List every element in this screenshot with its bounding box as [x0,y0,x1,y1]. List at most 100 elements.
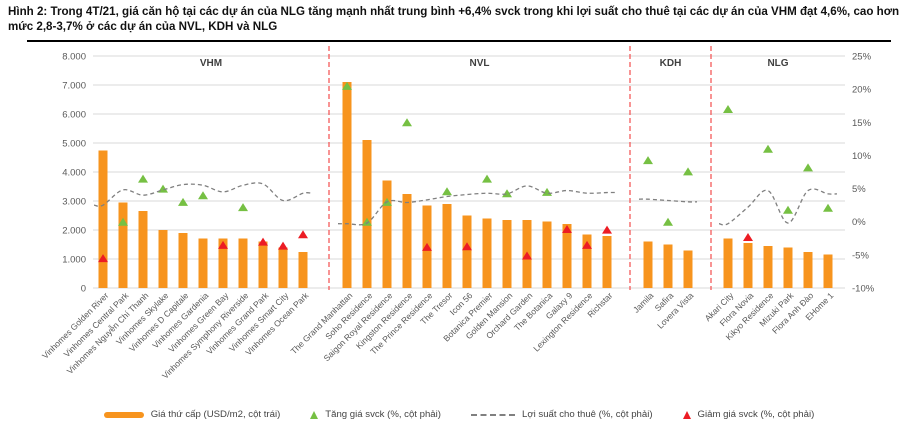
price-decrease-marker [422,242,432,251]
price-increase-marker [783,205,793,214]
price-bar [803,251,813,288]
price-increase-marker [643,156,653,165]
price-bar [502,219,512,288]
price-increase-marker [442,187,452,196]
price-bar [663,244,673,288]
price-increase-marker [362,217,372,226]
x-axis-label: Vinhomes Nguyễn Chí Thanh [65,290,151,376]
right-axis-tick-label: 20% [852,85,872,96]
price-bar [278,247,288,288]
price-bar [138,211,148,288]
price-bar [462,215,472,288]
price-bar [198,238,208,288]
rental-yield-line [638,198,698,203]
chart-legend: Giá thứ cấp (USD/m2, cột trái) Tăng giá … [0,409,918,420]
right-axis-tick-label: -10% [852,284,875,295]
price-increase-marker [663,217,673,226]
price-increase-marker [823,203,833,212]
price-bar [258,241,268,288]
price-decrease-marker [218,240,228,249]
price-increase-marker [803,163,813,172]
price-increase-marker [502,189,512,198]
price-bar [783,247,793,288]
price-increase-marker [723,105,733,114]
price-decrease-marker [98,254,108,263]
price-bar [342,82,352,288]
right-axis-tick-label: 15% [852,118,872,129]
legend-label: Lợi suất cho thuê (%, cột phải) [521,409,653,420]
right-axis-tick-label: -5% [852,250,869,261]
price-increase-marker [763,144,773,153]
legend-item-price-increase: Tăng giá svck (%, cột phải) [310,409,441,420]
price-decrease-marker [522,251,532,260]
left-axis-tick-label: 2.000 [62,226,86,237]
price-increase-marker [482,174,492,183]
price-increase-marker [178,197,188,206]
price-bar [582,234,592,288]
group-header-vhm: VHM [200,58,222,69]
right-axis-tick-label: 10% [852,151,872,162]
price-bar [743,243,753,288]
left-axis-tick-label: 8.000 [62,52,86,63]
price-increase-marker [118,217,128,226]
legend-item-price-decrease: Giảm giá svck (%, cột phải) [682,409,815,420]
figure-title: Hình 2: Trong 4T/21, giá căn hộ tại các … [8,5,900,33]
rental-yield-line [337,185,617,226]
price-bar [98,150,108,288]
price-bar [542,221,552,288]
price-bar [218,238,228,288]
right-axis-tick-label: 5% [852,184,866,195]
group-header-nvl: NVL [470,58,490,69]
price-bar [643,241,653,288]
price-decrease-marker [462,242,472,251]
price-decrease-marker [562,225,572,234]
rental-yield-line [93,182,313,207]
bar-swatch-icon [103,411,144,418]
left-axis-tick-label: 1.000 [62,255,86,266]
title-divider-rule [27,40,891,42]
price-bar [442,203,452,288]
legend-label: Giảm giá svck (%, cột phải) [697,409,815,420]
legend-label: Tăng giá svck (%, cột phải) [325,409,441,420]
price-bar [402,193,412,288]
price-bar [298,251,308,288]
group-header-nlg: NLG [767,58,788,69]
price-yield-chart: 8.000 7.000 6.000 5.000 4.000 3.000 2.000 1.000… [40,46,875,381]
right-axis-tick-label: 0% [852,217,866,228]
price-increase-marker [683,167,693,176]
left-axis-tick-label: 7.000 [62,81,86,92]
price-bar [118,202,128,288]
price-bar [482,218,492,288]
price-increase-marker [342,81,352,90]
price-decrease-marker [298,230,308,239]
price-bar [723,238,733,288]
price-decrease-marker [743,232,753,241]
price-increase-marker [238,203,248,212]
rental-yield-line [718,188,838,226]
price-increase-marker [198,191,208,200]
price-increase-marker [402,118,412,127]
price-decrease-marker [602,225,612,234]
price-bar [382,180,392,288]
right-axis-tick-label: 25% [852,52,872,63]
dashed-line-icon [470,413,515,416]
down-triangle-icon [682,410,691,419]
price-increase-marker [138,174,148,183]
price-bar [683,250,693,288]
x-axis-label: Jamila [631,290,656,315]
price-bar [763,245,773,288]
legend-label: Giá thứ cấp (USD/m2, cột trái) [150,409,281,420]
price-bar [238,238,248,288]
price-bar [158,230,168,288]
price-decrease-marker [258,237,268,246]
price-bar [562,224,572,288]
left-axis-tick-label: 5.000 [62,139,86,150]
price-bar [602,235,612,288]
left-axis-tick-label: 6.000 [62,110,86,121]
up-triangle-icon [310,410,319,419]
left-axis-tick-label: 4.000 [62,168,86,179]
price-decrease-marker [582,240,592,249]
legend-item-rental-yield: Lợi suất cho thuê (%, cột phải) [470,409,653,420]
price-bar [362,140,372,288]
group-header-kdh: KDH [660,58,682,69]
